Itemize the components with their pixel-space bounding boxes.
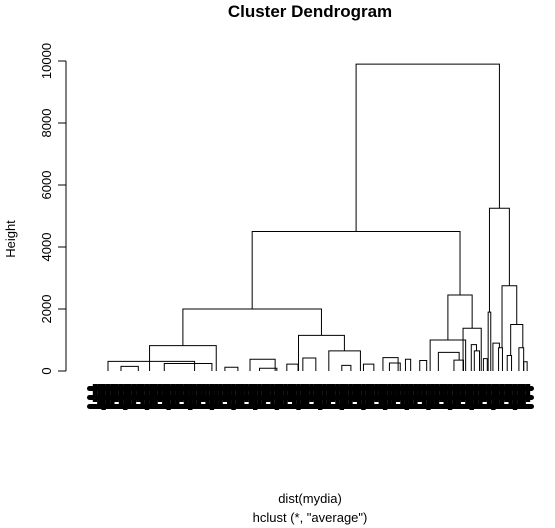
merge-link <box>182 308 322 346</box>
merge-link <box>341 364 352 371</box>
leaf-label <box>504 384 509 402</box>
leaf-label <box>525 384 531 402</box>
leaf-label <box>179 384 184 402</box>
merge-link <box>286 363 299 371</box>
leaf-label <box>495 384 500 404</box>
merge-link <box>404 358 412 371</box>
merge-link <box>328 350 361 371</box>
y-tick-label: 10000 <box>39 43 54 79</box>
leaf-label <box>343 384 349 404</box>
leaf-label <box>157 384 163 402</box>
leaf-label <box>214 384 219 404</box>
leaf-label <box>330 384 336 402</box>
merge-link <box>362 363 375 371</box>
dendrogram-tree <box>107 63 528 371</box>
merge-link <box>382 357 399 371</box>
y-tick-label: 8000 <box>39 109 54 138</box>
leaf-label <box>517 384 522 404</box>
leaf-labels <box>87 384 534 410</box>
x-axis-label: dist(mydia) <box>278 491 342 506</box>
merge-link <box>518 347 525 371</box>
merge-link <box>470 344 477 371</box>
leaf-label <box>278 384 284 404</box>
leaf-label <box>201 384 206 402</box>
merge-link <box>107 360 196 371</box>
y-tick-label: 4000 <box>39 233 54 262</box>
leaf-label <box>482 384 487 402</box>
y-tick-label: 0 <box>39 367 54 374</box>
leaf-label <box>136 384 141 402</box>
merge-link <box>501 285 518 348</box>
merge-link <box>506 355 513 371</box>
y-axis: 0 2000 4000 6000 8000 10000 Height <box>3 43 67 375</box>
leaf-label <box>452 384 457 404</box>
leaf-label <box>92 384 98 402</box>
leaf-label <box>439 384 444 402</box>
y-ticks: 0 2000 4000 6000 8000 10000 <box>39 43 66 375</box>
leaf-label <box>222 384 228 402</box>
y-tick-label: 6000 <box>39 171 54 200</box>
leaf-label <box>149 384 154 404</box>
leaf-label <box>287 384 293 402</box>
leaf-label <box>266 384 271 402</box>
leaf-label <box>170 384 176 404</box>
y-axis-label: Height <box>3 220 18 258</box>
leaf-label-band <box>87 395 534 400</box>
leaf-label <box>114 384 119 402</box>
merge-link <box>447 294 473 340</box>
merge-link <box>473 350 481 371</box>
leaf-label <box>127 384 132 404</box>
merge-link <box>120 365 139 371</box>
merge-link <box>498 347 503 371</box>
leaf-label <box>309 384 314 402</box>
merge-link <box>249 358 276 371</box>
y-tick-label: 2000 <box>39 295 54 324</box>
leaf-label-band <box>87 404 534 409</box>
merge-link <box>437 351 460 371</box>
leaf-label <box>192 384 197 404</box>
merge-link <box>302 357 317 371</box>
merge-link <box>487 311 492 371</box>
leaf-label <box>473 384 479 404</box>
leaf-label <box>257 384 262 404</box>
merge-link <box>388 362 401 371</box>
leaf-label <box>374 384 379 402</box>
leaf-label <box>430 384 435 404</box>
merge-link <box>259 367 278 371</box>
leaf-label <box>322 384 327 404</box>
merge-link <box>523 361 528 371</box>
leaf-label <box>300 384 306 404</box>
chart-title: Cluster Dendrogram <box>228 2 392 21</box>
merge-link <box>482 358 488 371</box>
merge-link <box>429 339 467 371</box>
leaf-label <box>352 384 357 402</box>
merge-link <box>453 359 464 371</box>
merge-link <box>298 334 345 371</box>
leaf-label <box>387 384 392 404</box>
leaf-label <box>244 384 249 402</box>
merge-link <box>419 359 428 371</box>
merge-link <box>355 63 500 232</box>
leaf-label <box>235 384 241 404</box>
leaf-label <box>417 384 422 402</box>
leaf-label-band <box>87 386 534 391</box>
leaf-label <box>460 384 466 402</box>
merge-link <box>488 207 510 313</box>
method-label: hclust (*, "average") <box>253 510 368 525</box>
leaf-label <box>105 384 111 404</box>
merge-link <box>510 324 524 356</box>
merge-link <box>251 231 461 309</box>
merge-link <box>149 345 217 371</box>
leaf-label <box>395 384 401 402</box>
merge-link <box>492 342 500 371</box>
merge-link <box>224 366 239 371</box>
merge-link <box>462 327 482 371</box>
leaf-label <box>408 384 414 404</box>
leaf-label <box>365 384 370 404</box>
merge-link <box>163 363 213 371</box>
